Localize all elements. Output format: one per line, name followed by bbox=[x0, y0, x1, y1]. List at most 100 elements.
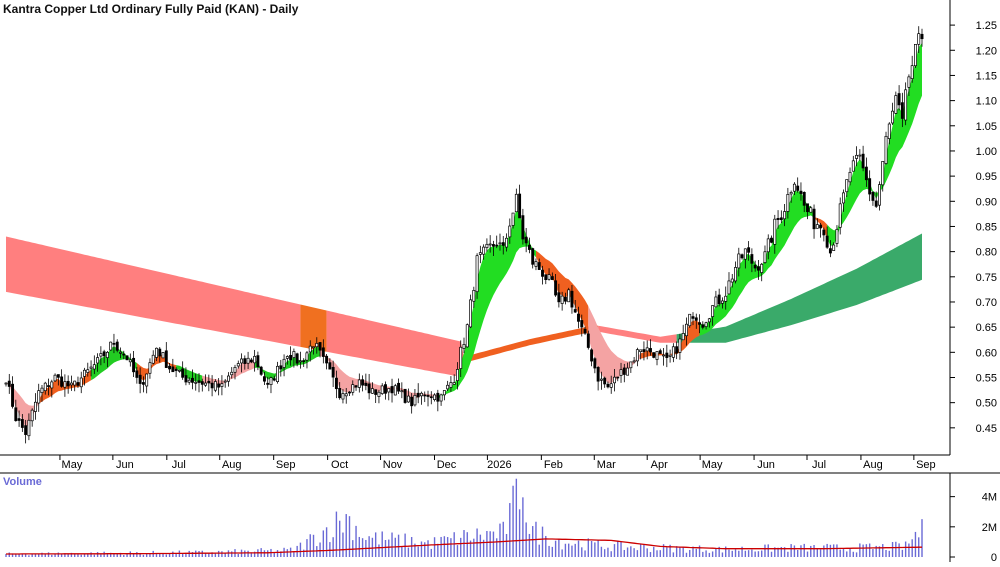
price-bar-body bbox=[734, 267, 737, 282]
price-bar-body bbox=[367, 383, 371, 394]
price-bar-body bbox=[397, 382, 401, 392]
price-bar-body bbox=[802, 192, 806, 206]
long-term-band-segment bbox=[598, 325, 677, 343]
price-bar-body bbox=[547, 274, 551, 280]
price-bar-body bbox=[213, 381, 217, 391]
price-tick-label: 0.90 bbox=[976, 196, 997, 208]
price-bar-body bbox=[227, 375, 230, 382]
price-bar-body bbox=[233, 367, 237, 373]
price-bar-body bbox=[364, 382, 368, 386]
price-bar-body bbox=[685, 323, 688, 337]
price-bar-body bbox=[20, 419, 24, 428]
price-bar-body bbox=[269, 377, 273, 385]
price-bar-body bbox=[842, 192, 845, 204]
price-bar-body bbox=[573, 309, 577, 313]
price-bar-body bbox=[338, 387, 342, 399]
price-bar-body bbox=[151, 354, 155, 364]
price-bar-body bbox=[223, 380, 227, 383]
price-bar-body bbox=[292, 351, 296, 358]
price-bar-body bbox=[560, 295, 564, 304]
price-bar-body bbox=[688, 313, 692, 327]
price-bar-body bbox=[524, 236, 528, 244]
time-tick-label: 2026 bbox=[487, 459, 511, 471]
price-bar-body bbox=[825, 235, 829, 248]
price-bar-body bbox=[792, 183, 796, 192]
price-bar-body bbox=[141, 382, 145, 385]
price-bar-body bbox=[743, 248, 747, 260]
price-bar-body bbox=[348, 391, 351, 394]
price-bar-body bbox=[871, 191, 875, 201]
price-bar-body bbox=[53, 374, 57, 382]
price-bar-body bbox=[177, 369, 181, 372]
volume-average-line bbox=[6, 538, 922, 555]
price-bar-body bbox=[158, 348, 162, 357]
price-bar-body bbox=[171, 366, 175, 373]
price-bar-body bbox=[390, 386, 394, 394]
price-bar-body bbox=[900, 102, 904, 119]
price-bar-body bbox=[770, 237, 773, 243]
price-bar-body bbox=[420, 392, 423, 397]
price-bar-body bbox=[79, 377, 83, 388]
price-bar-body bbox=[197, 380, 201, 383]
price-bar-body bbox=[874, 200, 878, 207]
price-bar-body bbox=[305, 352, 309, 361]
time-tick-label: Jul bbox=[812, 459, 826, 471]
price-bar-body bbox=[403, 388, 407, 403]
price-bar-body bbox=[86, 369, 90, 373]
price-bar-body bbox=[861, 153, 865, 169]
price-bar-body bbox=[531, 248, 535, 265]
price-tick-label: 0.45 bbox=[976, 423, 997, 435]
long-term-band-segment bbox=[300, 304, 327, 352]
price-bar-body bbox=[331, 366, 335, 378]
price-bar-body bbox=[783, 211, 787, 220]
price-bar-body bbox=[194, 381, 198, 384]
price-bar-body bbox=[747, 247, 751, 253]
price-bar-body bbox=[17, 418, 21, 421]
volume-bars bbox=[5, 478, 923, 557]
price-bar-body bbox=[119, 351, 122, 354]
price-bar-body bbox=[508, 225, 512, 238]
price-bar-body bbox=[377, 391, 381, 397]
price-bar-body bbox=[907, 76, 911, 88]
price-bar-body bbox=[658, 350, 662, 354]
price-bar-body bbox=[161, 352, 165, 359]
price-bar-body bbox=[698, 322, 701, 325]
short-term-band-segment bbox=[827, 43, 922, 246]
chart-title: Kantra Copper Ltd Ordinary Fully Paid (K… bbox=[3, 2, 299, 16]
volume-ticks: 4M 2M 0 bbox=[950, 492, 997, 564]
price-bar-body bbox=[40, 387, 44, 393]
price-bar-body bbox=[756, 266, 760, 271]
price-bar-body bbox=[786, 194, 790, 212]
price-bar-body bbox=[681, 333, 685, 341]
price-tick-label: 0.55 bbox=[976, 372, 997, 384]
price-bar-body bbox=[122, 353, 126, 356]
price-bar-body bbox=[452, 382, 456, 385]
price-bar-body bbox=[570, 290, 574, 308]
price-bar-body bbox=[400, 390, 404, 393]
price-bar-body bbox=[897, 93, 901, 106]
price-bar-body bbox=[357, 379, 361, 388]
price-bar-body bbox=[7, 380, 11, 387]
time-tick-label: Feb bbox=[544, 459, 563, 471]
time-tick-label: May bbox=[62, 459, 83, 471]
price-bar-body bbox=[580, 320, 584, 328]
price-bar-body bbox=[835, 229, 839, 244]
price-bar-body bbox=[590, 349, 594, 362]
price-bar-body bbox=[557, 292, 561, 303]
price-bar-body bbox=[609, 383, 613, 388]
short-term-band-segment bbox=[437, 208, 536, 399]
price-bar-body bbox=[220, 383, 224, 387]
price-bar-body bbox=[50, 381, 54, 389]
price-tick-label: 0.75 bbox=[976, 272, 997, 284]
price-bar-body bbox=[83, 369, 86, 377]
price-bar-body bbox=[583, 328, 587, 334]
time-tick-label: May bbox=[702, 459, 723, 471]
price-bar-body bbox=[717, 294, 721, 305]
volume-average bbox=[6, 538, 922, 555]
price-bar-body bbox=[720, 300, 724, 304]
price-bar-body bbox=[145, 373, 149, 387]
price-bar-body bbox=[387, 388, 391, 393]
price-bar-body bbox=[341, 393, 345, 400]
price-bar-body bbox=[606, 383, 610, 388]
